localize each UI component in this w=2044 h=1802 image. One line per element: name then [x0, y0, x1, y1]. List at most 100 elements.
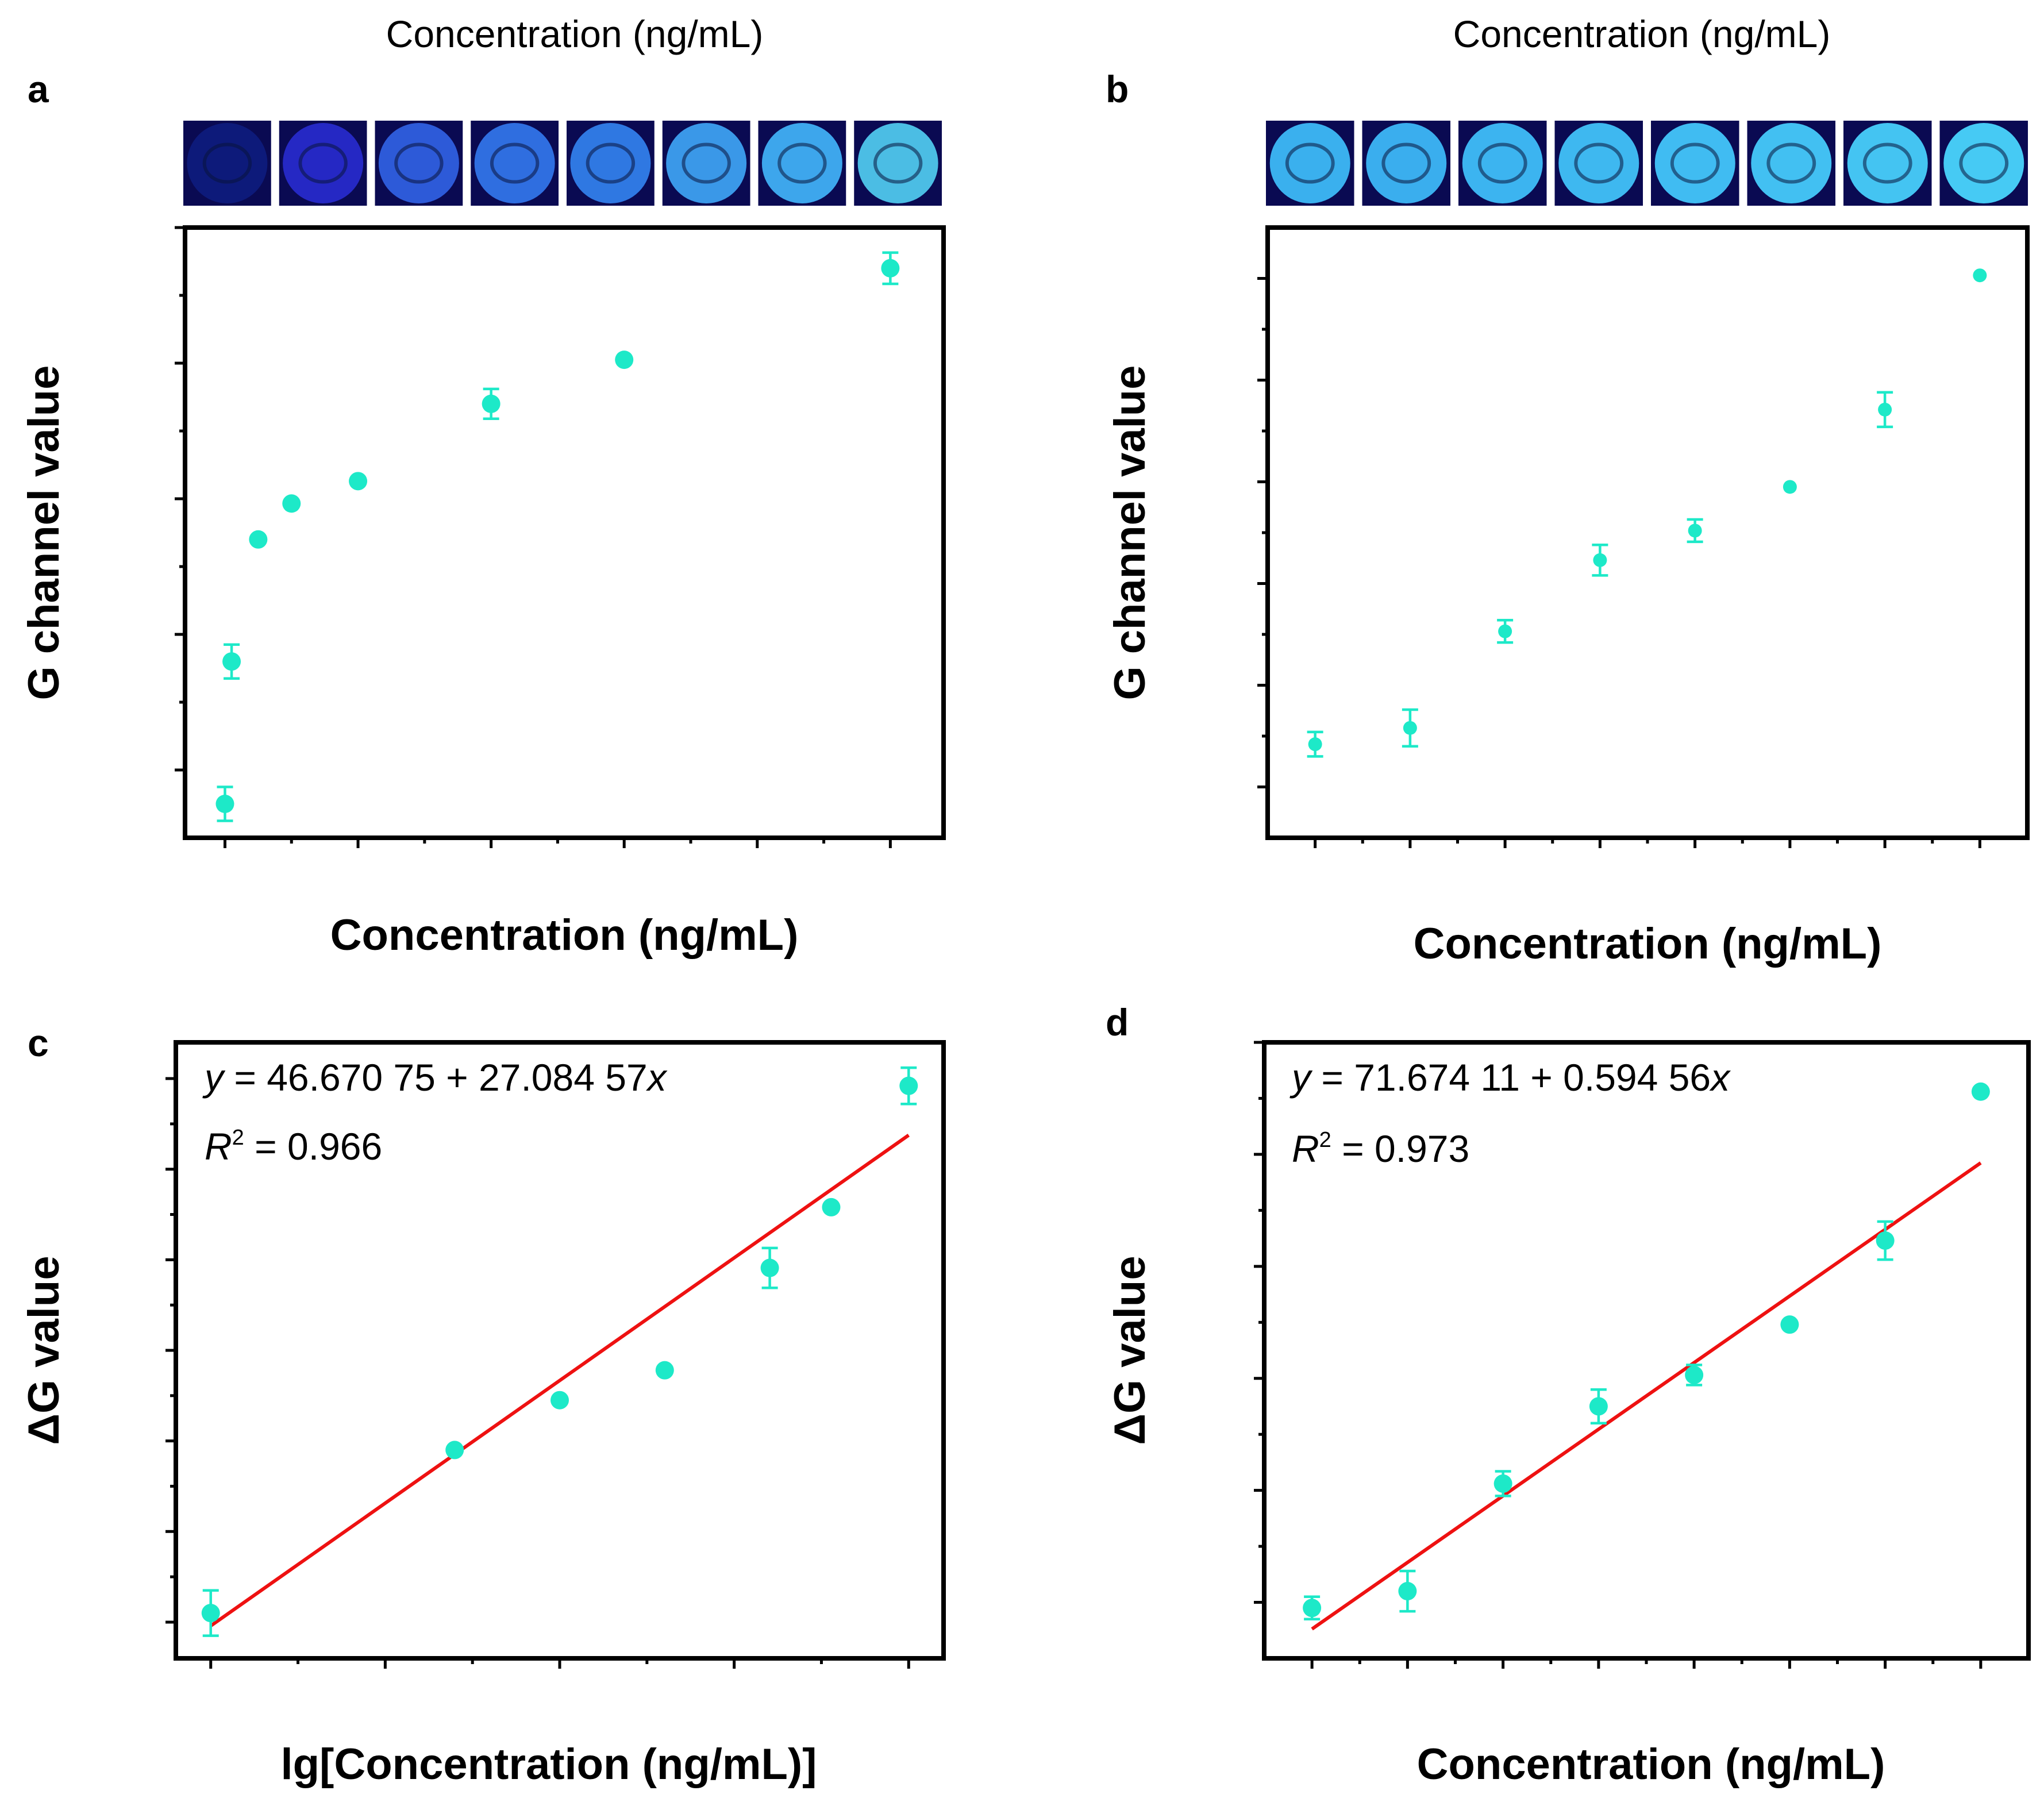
panel-label-a: a [28, 68, 49, 110]
well-ring [298, 143, 348, 184]
well-disk [1751, 123, 1832, 203]
fit-line [1311, 1161, 1982, 1631]
data-point [1780, 1315, 1799, 1334]
well-ring [202, 143, 252, 184]
data-point [1973, 268, 1987, 283]
plot-frame-b [1265, 225, 2030, 840]
well-disk [283, 123, 364, 203]
well-ring [1670, 143, 1720, 184]
x-axis-title-b: Concentration (ng/mL) [1414, 919, 1882, 968]
panel-c: c y = 46.670 75 + 27.084 57x R2 = 0.966 … [20, 1022, 946, 1789]
eq-x-var-c: x [646, 1056, 668, 1099]
r-value-c: = 0.966 [244, 1125, 382, 1168]
data-point [1403, 721, 1417, 735]
data-point [1303, 1599, 1322, 1618]
data-point [482, 394, 501, 413]
well-disk [187, 123, 268, 203]
r-symbol-d: R [1292, 1127, 1319, 1170]
y-axis-title-c: ΔG value [20, 1256, 68, 1445]
data-point [899, 1076, 918, 1095]
image-strip-b [1266, 121, 2028, 206]
data-point [445, 1441, 464, 1460]
panel-label-d: d [1106, 1001, 1129, 1044]
well-disk [666, 123, 747, 203]
data-point [1398, 1582, 1417, 1601]
data-point [655, 1361, 674, 1380]
data-point [1589, 1397, 1608, 1416]
well-disk [570, 123, 651, 203]
plot-marks-d [1254, 1041, 1990, 1669]
well-disk [1943, 123, 2024, 203]
data-point [1688, 523, 1702, 538]
well-ring [873, 143, 923, 184]
data-point [349, 472, 368, 491]
data-point [1685, 1365, 1704, 1384]
r-symbol-c: R [205, 1125, 232, 1168]
data-point [1498, 624, 1512, 638]
well-disk [378, 123, 459, 203]
panel-b: b Concentration (ng/mL) Concentration (n… [1106, 13, 2030, 968]
well-disk [1847, 123, 1928, 203]
y-axis-title-a: G channel value [20, 365, 68, 700]
well-ring [1959, 143, 2009, 184]
data-point [615, 351, 634, 369]
data-point [1308, 737, 1322, 752]
well-disk [1269, 123, 1350, 203]
well-ring [394, 143, 444, 184]
well-ring [682, 143, 731, 184]
data-point [1971, 1082, 1990, 1101]
plot-marks-a [175, 226, 900, 848]
x-axis-title-d: Concentration (ng/mL) [1417, 1740, 1885, 1789]
data-point [1878, 402, 1892, 417]
well-ring [1285, 143, 1335, 184]
well-ring [1477, 143, 1527, 184]
y-axis-title-d: ΔG value [1106, 1256, 1154, 1445]
data-point [249, 530, 268, 549]
eq-y-var-c: y [202, 1056, 226, 1099]
data-point [1593, 553, 1607, 567]
well-disk [1366, 123, 1447, 203]
data-point [201, 1604, 220, 1623]
data-point [215, 795, 234, 813]
data-point [822, 1198, 841, 1216]
well-disk [761, 123, 842, 203]
r-sup-c: 2 [232, 1126, 244, 1150]
data-point [881, 259, 900, 278]
data-point [282, 494, 301, 513]
well-disk [1558, 123, 1639, 203]
r-value-d: = 0.973 [1331, 1127, 1469, 1170]
plot-frame-a [183, 225, 946, 840]
data-point [1493, 1474, 1512, 1493]
data-point [551, 1391, 569, 1410]
panel-d: d y = 71.674 11 + 0.594 56x R2 = 0.973 C… [1106, 1001, 2031, 1789]
y-axis-title-b: G channel value [1106, 365, 1154, 700]
well-disk [474, 123, 555, 203]
well-ring [1766, 143, 1816, 184]
r-sup-d: 2 [1319, 1128, 1331, 1152]
panel-label-b: b [1106, 68, 1129, 110]
well-ring [1574, 143, 1624, 184]
well-disk [857, 123, 938, 203]
data-point [1876, 1231, 1895, 1250]
eq-x-var-d: x [1709, 1056, 1731, 1099]
data-point [222, 652, 241, 671]
r-squared-d: R2 = 0.973 [1292, 1127, 1469, 1170]
image-strip-title-a: Concentration (ng/mL) [386, 13, 764, 55]
well-disk [1654, 123, 1735, 203]
well-ring [586, 143, 636, 184]
x-axis-title-c: lg[Concentration (ng/mL)] [281, 1740, 817, 1789]
image-strip-a [183, 121, 942, 206]
well-ring [1862, 143, 1912, 184]
plot-marks-b [1257, 268, 1987, 848]
well-ring [1381, 143, 1431, 184]
image-strip-title-b: Concentration (ng/mL) [1453, 13, 1831, 55]
fit-equation-c: y = 46.670 75 + 27.084 57x [202, 1056, 668, 1099]
data-point [760, 1258, 779, 1277]
eq-rhs-d: = 71.674 11 + 0.594 56 [1311, 1056, 1711, 1099]
panel-label-c: c [28, 1022, 49, 1064]
fit-equation-d: y = 71.674 11 + 0.594 56x [1289, 1056, 1731, 1099]
plot-marks-c [165, 1066, 918, 1669]
eq-rhs-c: = 46.670 75 + 27.084 57 [224, 1056, 648, 1099]
data-point [1783, 480, 1797, 494]
